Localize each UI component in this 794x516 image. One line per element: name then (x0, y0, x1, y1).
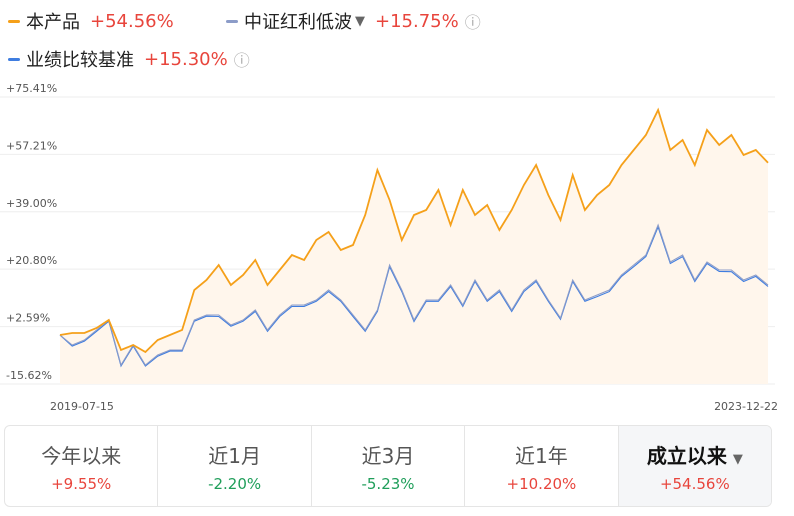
tab-return: -5.23% (361, 474, 415, 493)
period-tab[interactable]: 成立以来 ▼ +54.56% (618, 426, 771, 506)
y-tick-label: +75.41% (6, 82, 57, 95)
tab-label: 近1月 (208, 443, 261, 468)
tab-label: 近3月 (361, 443, 415, 468)
tab-label: 近1年 (515, 443, 568, 468)
info-icon[interactable]: ⓘ (233, 51, 250, 70)
legend-item: 中证红利低波 ▼ +15.75% ⓘ (226, 8, 481, 34)
tab-return: -2.20% (208, 474, 262, 493)
y-tick-label: +2.59% (6, 312, 50, 325)
period-tabs: 今年以来 +9.55% 近1月 -2.20% 近3月 -5.23% 近1年 +10.20% 成立… (4, 425, 772, 507)
y-tick-label: +39.00% (6, 197, 57, 210)
legend-label: 中证红利低波 (244, 12, 352, 33)
tab-return: +54.56% (659, 474, 730, 493)
tab-title-row: 今年以来 (41, 440, 121, 469)
legend-item: 本产品 +54.56% (8, 8, 174, 34)
y-tick-label: -15.62% (6, 369, 52, 382)
tab-title-row: 近3月 (362, 440, 415, 469)
tab-label: 今年以来 (41, 443, 122, 468)
tab-title-row: 近1年 (515, 440, 568, 469)
tab-return: +10.20% (506, 474, 577, 493)
y-tick-label: +57.21% (6, 139, 57, 152)
legend-value: +15.75% (375, 10, 459, 32)
period-tab[interactable]: 今年以来 +9.55% (5, 426, 159, 506)
period-tab[interactable]: 近3月 -5.23% (312, 426, 466, 506)
period-tab[interactable]: 近1年 +10.20% (465, 426, 619, 506)
series-line (59, 225, 769, 368)
dropdown-arrow: ▼ (355, 13, 365, 29)
legend-value: +15.30% (144, 48, 228, 70)
legend-swatch (226, 19, 238, 23)
tab-title-row: 成立以来 ▼ (647, 440, 743, 469)
legend-swatch (8, 19, 20, 23)
legend-label: 本产品 (26, 12, 80, 33)
info-icon[interactable]: ⓘ (464, 13, 481, 32)
legend-swatch (8, 57, 20, 61)
x-tick-label: 2019-07-15 (50, 400, 114, 413)
legend-label: 业绩比较基准 (26, 50, 134, 71)
period-tab[interactable]: 近1月 -2.20% (158, 426, 312, 506)
tab-label: 成立以来 (646, 443, 727, 468)
y-tick-label: +20.80% (6, 254, 57, 267)
legend-item: 业绩比较基准 +15.30% ⓘ (8, 46, 250, 72)
series-line (59, 223, 769, 367)
chart: +75.41% +57.21% +39.00% +20.80% +2.59% -15.62… (0, 82, 778, 413)
tab-title-row: 近1月 (208, 440, 261, 469)
series-line (59, 107, 769, 354)
dropdown-arrow: ▼ (732, 451, 743, 467)
area-fill (60, 110, 768, 384)
tab-return: +9.55% (51, 474, 112, 493)
x-tick-label: 2023-12-22 (714, 400, 778, 413)
legend-value: +54.56% (90, 10, 174, 32)
